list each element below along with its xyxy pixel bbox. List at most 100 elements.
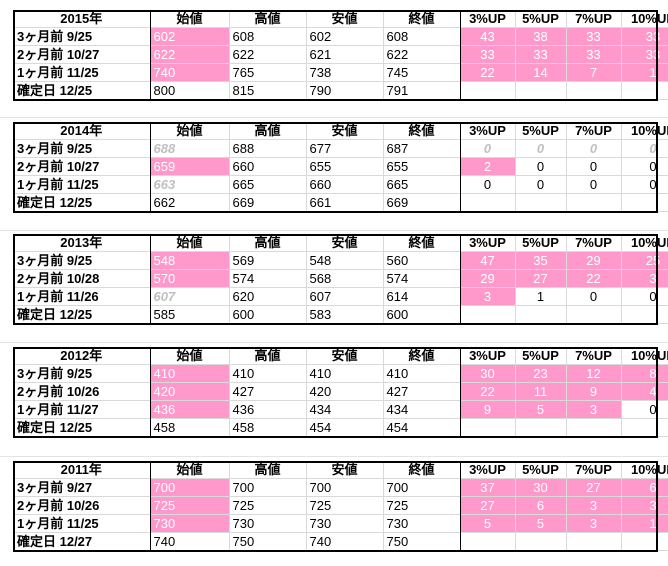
row-label[interactable]: 確定日 12/27 — [13, 532, 151, 551]
high-cell[interactable]: 815 — [229, 81, 307, 100]
u10-cell[interactable]: 33 — [621, 27, 668, 46]
close-cell[interactable]: 669 — [383, 193, 461, 212]
u5-cell[interactable] — [515, 532, 567, 551]
close-cell[interactable]: 687 — [383, 139, 461, 158]
high-cell[interactable]: 725 — [229, 496, 307, 515]
low-cell[interactable]: 655 — [306, 157, 384, 176]
high-cell[interactable]: 660 — [229, 157, 307, 176]
u7-cell[interactable]: 0 — [566, 287, 622, 306]
open-cell[interactable]: 622 — [150, 45, 230, 64]
low-cell[interactable]: 454 — [306, 418, 384, 437]
open-header[interactable]: 始値 — [150, 461, 230, 479]
up3-header[interactable]: 3%UP — [460, 10, 516, 28]
up3-header[interactable]: 3%UP — [460, 461, 516, 479]
high-cell[interactable]: 730 — [229, 514, 307, 533]
open-cell[interactable]: 607 — [150, 287, 230, 306]
u10-cell[interactable]: 3 — [621, 269, 668, 288]
high-cell[interactable]: 700 — [229, 478, 307, 497]
high-cell[interactable]: 669 — [229, 193, 307, 212]
u10-cell[interactable]: 0 — [621, 287, 668, 306]
u3-cell[interactable]: 37 — [460, 478, 516, 497]
u5-cell[interactable]: 35 — [515, 251, 567, 270]
row-label[interactable]: 確定日 12/25 — [13, 193, 151, 212]
u10-cell[interactable]: 8 — [621, 364, 668, 383]
high-cell[interactable]: 427 — [229, 382, 307, 401]
up10-header[interactable]: 10%UP — [621, 347, 668, 365]
year-label[interactable]: 2011年 — [13, 461, 151, 479]
u10-cell[interactable] — [621, 305, 668, 324]
high-cell[interactable]: 410 — [229, 364, 307, 383]
u7-cell[interactable]: 22 — [566, 269, 622, 288]
year-label[interactable]: 2014年 — [13, 122, 151, 140]
u7-cell[interactable] — [566, 418, 622, 437]
low-cell[interactable]: 568 — [306, 269, 384, 288]
row-label[interactable]: 2ヶ月前 10/27 — [13, 157, 151, 176]
low-cell[interactable]: 410 — [306, 364, 384, 383]
u10-cell[interactable]: 25 — [621, 251, 668, 270]
u7-cell[interactable]: 0 — [566, 157, 622, 176]
u3-cell[interactable]: 9 — [460, 400, 516, 419]
u3-cell[interactable] — [460, 193, 516, 212]
high-cell[interactable]: 436 — [229, 400, 307, 419]
close-cell[interactable]: 600 — [383, 305, 461, 324]
high-header[interactable]: 高値 — [229, 10, 307, 28]
u10-cell[interactable]: 1 — [621, 514, 668, 533]
row-label[interactable]: 3ヶ月前 9/25 — [13, 27, 151, 46]
open-cell[interactable]: 740 — [150, 63, 230, 82]
open-cell[interactable]: 602 — [150, 27, 230, 46]
low-cell[interactable]: 740 — [306, 532, 384, 551]
open-cell[interactable]: 585 — [150, 305, 230, 324]
u7-cell[interactable]: 0 — [566, 139, 622, 158]
u3-cell[interactable] — [460, 305, 516, 324]
low-header[interactable]: 安値 — [306, 122, 384, 140]
u10-cell[interactable] — [621, 81, 668, 100]
close-cell[interactable]: 655 — [383, 157, 461, 176]
u3-cell[interactable]: 27 — [460, 496, 516, 515]
u7-cell[interactable]: 12 — [566, 364, 622, 383]
close-header[interactable]: 終値 — [383, 10, 461, 28]
u3-cell[interactable]: 29 — [460, 269, 516, 288]
close-header[interactable]: 終値 — [383, 461, 461, 479]
open-header[interactable]: 始値 — [150, 122, 230, 140]
u5-cell[interactable]: 1 — [515, 287, 567, 306]
high-cell[interactable]: 600 — [229, 305, 307, 324]
low-header[interactable]: 安値 — [306, 347, 384, 365]
close-cell[interactable]: 730 — [383, 514, 461, 533]
u3-cell[interactable] — [460, 532, 516, 551]
high-cell[interactable]: 608 — [229, 27, 307, 46]
close-cell[interactable]: 608 — [383, 27, 461, 46]
up5-header[interactable]: 5%UP — [515, 10, 567, 28]
row-label[interactable]: 2ヶ月前 10/26 — [13, 496, 151, 515]
u7-cell[interactable] — [566, 193, 622, 212]
open-cell[interactable]: 410 — [150, 364, 230, 383]
u10-cell[interactable] — [621, 418, 668, 437]
open-cell[interactable]: 436 — [150, 400, 230, 419]
open-cell[interactable]: 740 — [150, 532, 230, 551]
up10-header[interactable]: 10%UP — [621, 122, 668, 140]
low-header[interactable]: 安値 — [306, 10, 384, 28]
close-cell[interactable]: 410 — [383, 364, 461, 383]
low-cell[interactable]: 730 — [306, 514, 384, 533]
u7-cell[interactable] — [566, 532, 622, 551]
open-header[interactable]: 始値 — [150, 10, 230, 28]
u5-cell[interactable]: 5 — [515, 400, 567, 419]
u3-cell[interactable]: 43 — [460, 27, 516, 46]
row-label[interactable]: 1ヶ月前 11/25 — [13, 63, 151, 82]
u5-cell[interactable]: 0 — [515, 175, 567, 194]
year-label[interactable]: 2012年 — [13, 347, 151, 365]
up10-header[interactable]: 10%UP — [621, 234, 668, 252]
low-cell[interactable]: 583 — [306, 305, 384, 324]
u7-cell[interactable]: 33 — [566, 27, 622, 46]
high-header[interactable]: 高値 — [229, 234, 307, 252]
high-cell[interactable]: 622 — [229, 45, 307, 64]
u5-cell[interactable]: 11 — [515, 382, 567, 401]
open-cell[interactable]: 688 — [150, 139, 230, 158]
u10-cell[interactable]: 4 — [621, 382, 668, 401]
up7-header[interactable]: 7%UP — [566, 122, 622, 140]
open-cell[interactable]: 800 — [150, 81, 230, 100]
u5-cell[interactable] — [515, 193, 567, 212]
u5-cell[interactable] — [515, 305, 567, 324]
close-cell[interactable]: 750 — [383, 532, 461, 551]
close-cell[interactable]: 725 — [383, 496, 461, 515]
high-cell[interactable]: 620 — [229, 287, 307, 306]
